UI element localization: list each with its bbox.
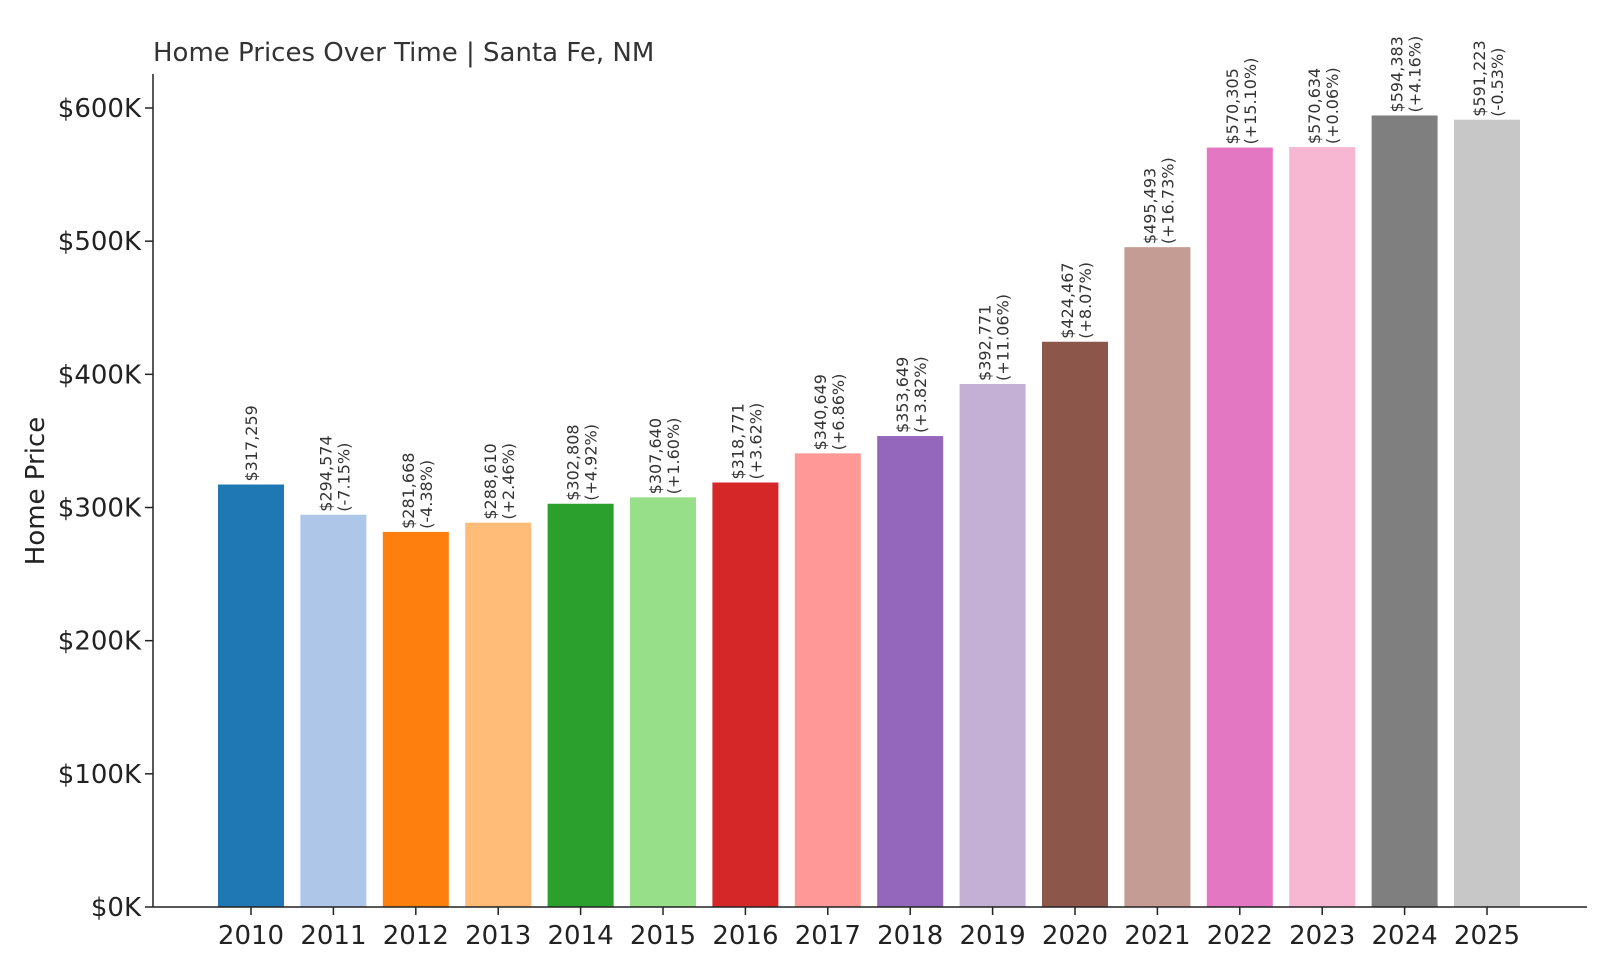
bar-change-label: (+16.73%): [1158, 157, 1177, 244]
x-tick-label: 2019: [960, 921, 1026, 951]
y-tick-label: $0K: [91, 893, 142, 923]
bar-value-label: $318,771: [728, 403, 747, 479]
bar-value-label: $317,259: [242, 405, 261, 481]
y-tick-label: $500K: [58, 227, 142, 257]
bar-change-label: (+6.86%): [829, 374, 848, 451]
y-tick-label: $200K: [58, 627, 142, 657]
x-axis-ticks: 2010 2011 2012 2013 2014 2015 2016 2017 2018 2019…: [218, 907, 1520, 951]
bar-value-label: $294,574: [316, 435, 335, 511]
bar-value-label: $288,610: [481, 443, 500, 519]
bar-2013: [465, 522, 532, 907]
bar-value-label: $591,223: [1470, 40, 1489, 116]
bar-2014: [547, 503, 614, 907]
x-tick-label: 2015: [630, 921, 696, 951]
bar-change-label: (-4.38%): [417, 460, 436, 529]
bar-change-label: (+8.07%): [1076, 262, 1095, 339]
bar-change-label: (-0.53%): [1488, 48, 1507, 117]
bar-value-label: $340,649: [811, 374, 830, 450]
bar-change-label: (+11.06%): [994, 294, 1013, 381]
bar-2024: [1371, 115, 1438, 907]
bar-2016: [712, 482, 779, 907]
bar-change-label: (+3.82%): [911, 356, 930, 433]
x-tick-label: 2018: [877, 921, 943, 951]
bar-value-label: $495,493: [1140, 168, 1159, 244]
y-axis-label: Home Price: [21, 417, 51, 565]
bar-value-label: $307,640: [646, 418, 665, 494]
x-tick-label: 2012: [383, 921, 449, 951]
bar-2023: [1289, 147, 1356, 908]
x-tick-label: 2013: [465, 921, 531, 951]
bar-value-label: $353,649: [893, 357, 912, 433]
bar-2021: [1124, 247, 1191, 908]
bar-change-label: (+4.16%): [1406, 36, 1425, 113]
x-tick-label: 2011: [300, 921, 366, 951]
bar-2010: [218, 484, 284, 907]
bar-change-label: (+0.06%): [1323, 67, 1342, 144]
bar-change-label: (+15.10%): [1241, 58, 1260, 145]
bar-value-label: $392,771: [976, 305, 995, 381]
x-tick-label: 2025: [1454, 921, 1520, 951]
bar-2019: [959, 383, 1026, 907]
x-tick-label: 2017: [795, 921, 861, 951]
bar-change-label: (+1.60%): [664, 418, 683, 495]
y-tick-label: $100K: [58, 760, 142, 790]
x-tick-label: 2020: [1042, 921, 1108, 951]
x-tick-label: 2022: [1207, 921, 1273, 951]
y-tick-label: $600K: [58, 94, 142, 124]
bar-2018: [877, 436, 944, 907]
bar-2011: [300, 514, 367, 907]
x-tick-label: 2016: [712, 921, 778, 951]
x-tick-label: 2023: [1289, 921, 1355, 951]
bar-change-label: (-7.15%): [334, 443, 353, 512]
x-tick-label: 2014: [548, 921, 614, 951]
bar-value-label: $424,467: [1058, 262, 1077, 338]
bar-2015: [630, 497, 696, 907]
bar-change-label: (+4.92%): [582, 424, 601, 501]
bar-change-label: (+3.62%): [746, 403, 765, 480]
x-tick-label: 2010: [218, 921, 284, 951]
x-tick-label: 2021: [1124, 921, 1190, 951]
bar-value-label: $302,808: [564, 424, 583, 500]
bar-2017: [794, 453, 861, 907]
bar-value-label: $594,383: [1388, 36, 1407, 112]
y-tick-label: $400K: [58, 360, 142, 390]
x-tick-label: 2024: [1372, 921, 1438, 951]
bar-value-label: $281,668: [399, 453, 418, 529]
bar-change-label: (+2.46%): [499, 443, 518, 520]
chart-title: Home Prices Over Time | Santa Fe, NM: [153, 38, 654, 68]
bar-value-label: $570,305: [1223, 68, 1242, 144]
bars: $317,259 $294,574 (-7.15%) $281,668 (-4.38%)…: [218, 36, 1520, 908]
bar-value-label: $570,634: [1305, 68, 1324, 144]
bar-2022: [1206, 147, 1273, 908]
bar-2025: [1454, 119, 1520, 907]
y-tick-label: $300K: [58, 494, 142, 524]
y-axis-ticks: $0K $100K $200K $300K $400K $500K $600K: [58, 94, 153, 923]
bar-2012: [382, 531, 449, 907]
bar-2020: [1042, 341, 1108, 907]
